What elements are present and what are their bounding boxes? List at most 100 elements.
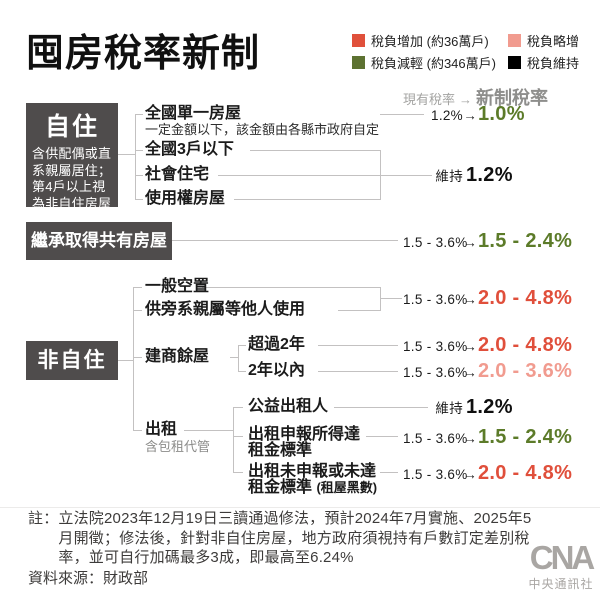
legend-item-decrease: 稅負減輕 (約346萬戶) xyxy=(352,54,496,71)
rate-old: 1.5 - 3.6% xyxy=(403,365,468,380)
node-rental-declared: 出租申報所得達租金標準 xyxy=(248,426,361,459)
legend-swatch-increase-icon xyxy=(352,33,365,47)
rate-vacant: 1.5 - 3.6% → 2.0 - 4.8% xyxy=(403,288,572,308)
node-over-2-years: 超過2年 xyxy=(248,336,305,353)
arrow-icon: → xyxy=(463,365,477,380)
rate-header-old: 現有稅率 xyxy=(402,92,455,107)
node-within-2-years: 2年以內 xyxy=(248,362,305,379)
legend-label: 稅負減輕 (約346萬戶) xyxy=(371,55,496,71)
footer-note-label: 註： xyxy=(28,510,59,527)
legend-label: 稅負略增 xyxy=(527,33,580,49)
connector-line xyxy=(318,371,398,372)
rate-old: 1.5 - 3.6% xyxy=(403,235,468,250)
connector-line xyxy=(218,175,380,176)
node-usage-right-house: 使用權房屋 xyxy=(145,190,226,207)
cna-logo: CNA 中央通訊社 xyxy=(524,541,598,592)
connector-line xyxy=(133,287,142,288)
node-rental-note: 含包租代管 xyxy=(145,439,211,454)
connector-line xyxy=(234,199,380,200)
cna-logo-icon: CNA xyxy=(529,539,596,576)
arrow-icon: → xyxy=(463,292,477,307)
cna-logo-caption: 中央通訊社 xyxy=(528,577,594,591)
rate-keep-prefix: 維持 xyxy=(435,401,463,416)
connector-line xyxy=(380,472,398,473)
rate-keep-value: 1.2% xyxy=(466,164,513,186)
page-title: 囤房稅率新制 xyxy=(26,33,261,75)
arrow-icon: → xyxy=(463,339,477,354)
connector-line xyxy=(135,114,136,200)
rate-keep-self-use: 維持 1.2% xyxy=(403,165,513,185)
connector-line xyxy=(230,357,238,358)
node-three-or-less: 全國3戶以下 xyxy=(145,141,234,158)
connector-line xyxy=(172,240,398,241)
node-label-suffix: (租屋黑數) xyxy=(316,480,378,495)
connector-line xyxy=(366,436,398,437)
category-note: 含供配偶或直系親屬居住；第4戶以上視為非自住房屋 xyxy=(32,146,112,211)
rate-new: 2.0 - 4.8% xyxy=(478,287,573,309)
node-label: 出租未申報或未達租金標準 xyxy=(248,463,377,496)
legend-item-slight-increase: 稅負略增 xyxy=(508,32,580,49)
legend-swatch-slight-increase-icon xyxy=(508,33,521,47)
footer-note-text: 立法院2023年12月19日三讀通過修法，預計2024年7月實施、2025年5月… xyxy=(58,510,532,566)
rate-old: 1.5 - 3.6% xyxy=(403,292,468,307)
connector-line xyxy=(380,175,432,176)
node-charity-landlord: 公益出租人 xyxy=(248,398,329,415)
node-builder-remaining: 建商餘屋 xyxy=(145,348,210,365)
connector-line xyxy=(250,150,380,151)
connector-line xyxy=(133,357,142,358)
category-title: 自住 xyxy=(44,113,99,141)
connector-line xyxy=(380,114,424,115)
node-vacant: 一般空置 xyxy=(145,278,210,295)
footer-note: 註： 立法院2023年12月19日三讀通過修法，預計2024年7月實施、2025… xyxy=(28,509,536,568)
connector-line xyxy=(202,287,380,288)
category-box-inherited-co-owned: 繼承取得共有房屋 xyxy=(26,222,172,260)
node-single-house-note: 一定金額以下，該金額由各縣市政府自定 xyxy=(145,122,380,137)
rate-new: 1.5 - 2.4% xyxy=(478,230,573,252)
footer-divider xyxy=(0,507,600,508)
legend-label: 稅負維持 xyxy=(527,55,580,71)
rate-over-2-years: 1.5 - 3.6% → 2.0 - 4.8% xyxy=(403,335,572,355)
rate-inherited: 1.5 - 3.6% → 1.5 - 2.4% xyxy=(403,231,572,251)
legend-item-keep: 稅負維持 xyxy=(508,54,580,71)
rate-column-header: 現有稅率 → 新制稅率 xyxy=(400,84,548,110)
data-source: 資料來源：財政部 xyxy=(28,570,149,587)
connector-line xyxy=(380,298,402,299)
rate-keep-value: 1.2% xyxy=(466,396,513,418)
rate-keep-prefix: 維持 xyxy=(435,169,463,184)
connector-line xyxy=(184,430,233,431)
rate-new: 2.0 - 4.8% xyxy=(478,462,573,484)
connector-bracket xyxy=(238,345,239,372)
legend-item-increase: 稅負增加 (約36萬戶) xyxy=(352,32,489,49)
node-rental: 出租 xyxy=(145,421,178,438)
connector-line xyxy=(238,345,246,346)
rate-single-house: 1.2% → 1.0% xyxy=(403,104,525,124)
rate-old: 1.5 - 3.6% xyxy=(403,467,468,482)
rate-within-2-years: 1.5 - 3.6% → 2.0 - 3.6% xyxy=(403,361,572,381)
connector-line xyxy=(238,371,246,372)
connector-bracket xyxy=(380,287,381,311)
legend-swatch-decrease-icon xyxy=(352,55,365,69)
rate-new: 1.5 - 2.4% xyxy=(478,426,573,448)
connector-line xyxy=(135,150,143,151)
rate-rental-declared: 1.5 - 3.6% → 1.5 - 2.4% xyxy=(403,427,572,447)
connector-line xyxy=(118,154,136,155)
category-box-self-use: 自住 含供配偶或直系親屬居住；第4戶以上視為非自住房屋 xyxy=(26,103,118,211)
node-used-by-relatives: 供旁系親屬等他人使用 xyxy=(145,301,306,318)
connector-line xyxy=(233,472,243,473)
arrow-icon: → xyxy=(463,467,477,482)
connector-line xyxy=(233,436,243,437)
connector-line xyxy=(334,407,428,408)
node-single-house: 全國單一房屋 xyxy=(145,105,242,122)
rate-old: 1.2% xyxy=(431,108,463,123)
connector-line xyxy=(133,310,142,311)
connector-line xyxy=(135,114,143,115)
connector-line xyxy=(135,175,143,176)
node-social-housing: 社會住宅 xyxy=(145,166,210,183)
connector-line xyxy=(233,407,243,408)
rate-rental-undeclared: 1.5 - 3.6% → 2.0 - 4.8% xyxy=(403,463,572,483)
connector-line xyxy=(135,199,143,200)
rate-old: 1.5 - 3.6% xyxy=(403,339,468,354)
node-rental-undeclared: 出租未申報或未達租金標準 (租屋黑數) xyxy=(248,464,390,496)
rate-new: 2.0 - 4.8% xyxy=(478,334,573,356)
